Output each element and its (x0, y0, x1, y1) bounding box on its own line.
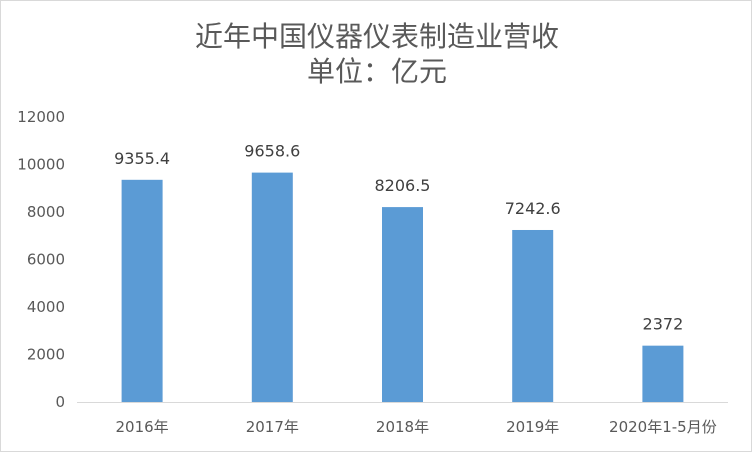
x-tick-label: 2017年 (246, 418, 299, 436)
x-axis: 2016年 2017年 2018年 2019年 2020年1-5月份 (77, 402, 728, 436)
bar (121, 179, 163, 402)
bar (382, 207, 423, 402)
bar (642, 345, 684, 402)
chart-title: 近年中国仪器仪表制造业营收 (195, 20, 559, 53)
y-axis: 0 2000 4000 6000 8000 10000 12000 (17, 108, 65, 411)
x-tick-label: 2016年 (116, 418, 169, 436)
y-tick-label: 10000 (17, 156, 65, 174)
chart-subtitle: 单位：亿元 (307, 55, 447, 88)
y-tick-label: 2000 (27, 346, 65, 364)
data-label: 7242.6 (505, 199, 561, 218)
x-tick-label: 2018年 (376, 418, 429, 436)
y-tick-label: 4000 (27, 298, 65, 316)
bar-series: 9355.4 9658.6 8206.5 7242.6 2372 (114, 142, 684, 402)
x-tick-label: 2019年 (506, 418, 559, 436)
data-label: 9658.6 (244, 142, 300, 161)
y-tick-label: 12000 (17, 108, 65, 126)
x-tick-label: 2020年1-5月份 (609, 418, 717, 436)
bar (251, 172, 293, 402)
y-tick-label: 0 (55, 393, 65, 411)
data-label: 2372 (643, 315, 684, 334)
y-tick-label: 6000 (27, 251, 65, 269)
y-tick-label: 8000 (27, 203, 65, 221)
data-label: 8206.5 (375, 176, 431, 195)
data-label: 9355.4 (114, 149, 170, 168)
bar (512, 229, 554, 402)
